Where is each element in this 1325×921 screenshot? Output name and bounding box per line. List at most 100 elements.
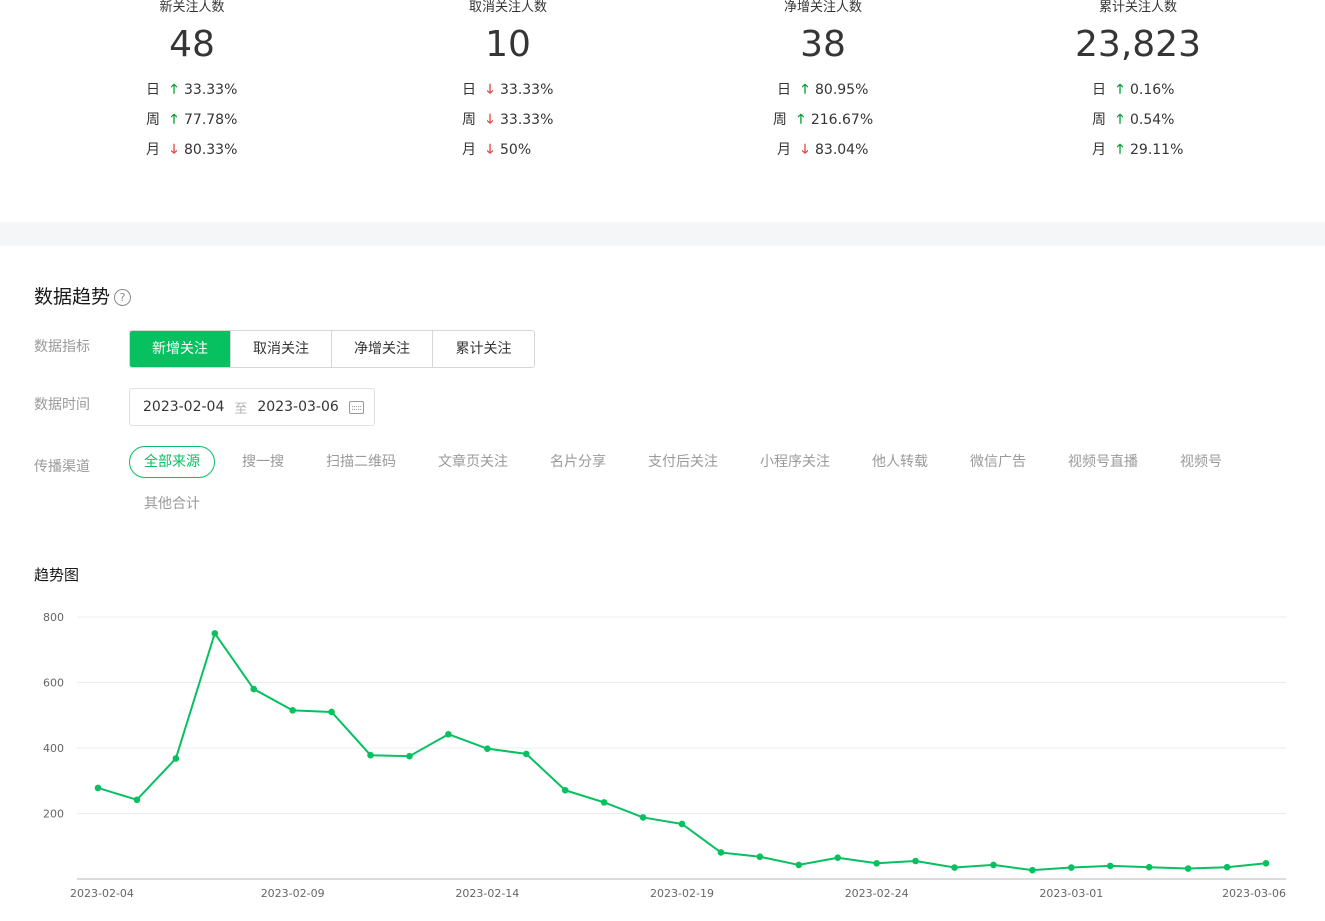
pct-value: 33.33% xyxy=(500,112,554,128)
channel-mini-program[interactable]: 小程序关注 xyxy=(760,454,830,470)
pct-value: 80.33% xyxy=(184,142,238,158)
stat-label: 累计关注人数 xyxy=(1098,0,1177,15)
x-tick-label: 2023-03-01 xyxy=(1039,887,1103,900)
stat-unfollows: 取消关注人数 10 日 🡓 33.33% 周 🡓 33.33% 月 🡓 50% xyxy=(358,0,658,170)
trend-section-title: 数据趋势 ? xyxy=(34,284,132,310)
metric-tab-total[interactable]: 累计关注 xyxy=(433,331,534,367)
arrow-down-icon: 🡓 xyxy=(486,82,494,97)
pct-value: 83.04% xyxy=(815,142,869,158)
data-point xyxy=(250,685,258,693)
metric-label: 数据指标 xyxy=(34,339,90,355)
channel-video-live[interactable]: 视频号直播 xyxy=(1068,454,1138,470)
data-point xyxy=(289,707,296,714)
x-tick-label: 2023-02-14 xyxy=(455,887,519,900)
period-label: 周 xyxy=(1092,112,1106,128)
arrow-up-icon: 🡑 xyxy=(1116,142,1124,157)
stat-row-day: 日 🡑 0.16% xyxy=(988,80,1288,110)
metric-tab-net[interactable]: 净增关注 xyxy=(332,331,433,367)
data-point xyxy=(795,861,803,869)
section-divider xyxy=(0,222,1325,246)
stat-new-followers: 新关注人数 48 日 🡑 33.33% 周 🡑 77.78% 月 🡓 80.33% xyxy=(42,0,342,170)
arrow-up-icon: 🡑 xyxy=(170,82,178,97)
x-tick-label: 2023-03-06 xyxy=(1222,887,1286,900)
period-label: 周 xyxy=(462,112,476,128)
data-point xyxy=(328,708,335,716)
data-point xyxy=(756,853,764,861)
pct-value: 77.78% xyxy=(184,112,238,128)
x-tick-label: 2023-02-04 xyxy=(70,887,134,900)
metric-tab-new[interactable]: 新增关注 xyxy=(130,331,231,367)
metric-tab-unfollow[interactable]: 取消关注 xyxy=(231,331,332,367)
channel-search[interactable]: 搜一搜 xyxy=(242,454,284,470)
trend-title-text: 数据趋势 xyxy=(34,286,111,308)
data-point xyxy=(1223,863,1231,871)
channel-other[interactable]: 其他合计 xyxy=(144,496,200,512)
metric-segmented-control: 新增关注 取消关注 净增关注 累计关注 xyxy=(129,330,535,368)
stat-row-month: 月 🡓 83.04% xyxy=(673,140,973,170)
stat-value: 38 xyxy=(800,24,846,65)
data-point xyxy=(717,849,725,856)
pct-value: 0.16% xyxy=(1130,82,1175,98)
arrow-down-icon: 🡓 xyxy=(486,112,494,127)
period-label: 日 xyxy=(462,82,476,98)
period-label: 日 xyxy=(777,82,791,98)
period-label: 周 xyxy=(146,112,160,128)
calendar-icon xyxy=(349,401,364,414)
period-label: 日 xyxy=(1092,82,1106,98)
stat-label: 净增关注人数 xyxy=(783,0,862,15)
data-point xyxy=(561,786,569,794)
arrow-up-icon: 🡑 xyxy=(170,112,178,127)
date-range-picker[interactable]: 2023-02-04 至 2023-03-06 xyxy=(129,388,375,426)
data-point xyxy=(600,799,608,806)
data-point xyxy=(172,755,180,762)
arrow-down-icon: 🡓 xyxy=(486,142,494,157)
arrow-up-icon: 🡑 xyxy=(801,82,809,97)
y-tick-label: 400 xyxy=(43,742,64,755)
data-point xyxy=(445,730,452,738)
stat-row-day: 日 🡑 33.33% xyxy=(42,80,342,110)
x-tick-label: 2023-02-09 xyxy=(261,887,325,900)
stat-row-day: 日 🡑 80.95% xyxy=(673,80,973,110)
arrow-up-icon: 🡑 xyxy=(1116,112,1124,127)
period-label: 月 xyxy=(1092,142,1106,158)
chart-title: 趋势图 xyxy=(34,566,80,584)
y-tick-label: 800 xyxy=(43,611,64,624)
date-separator: 至 xyxy=(234,401,248,417)
data-point xyxy=(522,750,530,758)
stat-value: 48 xyxy=(169,24,215,65)
arrow-up-icon: 🡑 xyxy=(797,112,805,127)
stat-total-followers: 累计关注人数 23,823 日 🡑 0.16% 周 🡑 0.54% 月 🡑 29.11% xyxy=(988,0,1288,170)
stat-value: 10 xyxy=(485,24,531,65)
stat-row-week: 周 🡑 77.78% xyxy=(42,110,342,140)
channel-wechat-ads[interactable]: 微信广告 xyxy=(970,454,1026,470)
channel-qrcode[interactable]: 扫描二维码 xyxy=(326,454,396,470)
y-tick-label: 200 xyxy=(43,808,64,821)
pct-value: 33.33% xyxy=(184,82,238,98)
data-point xyxy=(639,814,647,821)
data-point xyxy=(1262,859,1270,867)
period-label: 日 xyxy=(146,82,160,98)
date-end: 2023-03-06 xyxy=(257,399,339,415)
help-icon[interactable]: ? xyxy=(114,288,132,306)
stat-row-day: 日 🡓 33.33% xyxy=(358,80,658,110)
channel-card-share[interactable]: 名片分享 xyxy=(550,454,606,470)
y-tick-label: 600 xyxy=(43,677,64,690)
period-label: 月 xyxy=(462,142,476,158)
data-point xyxy=(834,854,842,862)
pct-value: 216.67% xyxy=(810,112,874,128)
channel-article[interactable]: 文章页关注 xyxy=(438,454,508,470)
data-point xyxy=(678,820,686,828)
channel-all[interactable]: 全部来源 xyxy=(129,446,215,478)
channel-repost[interactable]: 他人转载 xyxy=(872,454,928,470)
data-point xyxy=(951,864,958,871)
stat-net-followers: 净增关注人数 38 日 🡑 80.95% 周 🡑 216.67% 月 🡓 83.04% xyxy=(673,0,973,170)
data-point xyxy=(1029,866,1036,874)
stat-row-month: 月 🡓 80.33% xyxy=(42,140,342,170)
channel-after-pay[interactable]: 支付后关注 xyxy=(648,454,718,470)
channel-video[interactable]: 视频号 xyxy=(1180,454,1222,470)
arrow-down-icon: 🡓 xyxy=(801,142,809,157)
pct-value: 0.54% xyxy=(1130,112,1175,128)
x-tick-label: 2023-02-24 xyxy=(845,887,909,900)
data-point xyxy=(94,784,102,792)
data-point xyxy=(990,861,997,869)
